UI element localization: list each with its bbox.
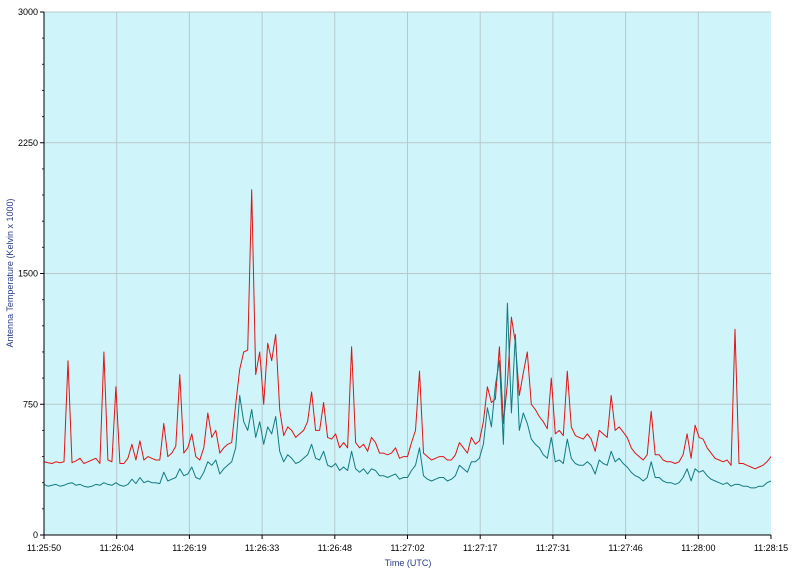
- y-tick-labels: 0 750 1500 2250 3000: [18, 7, 38, 540]
- x-tick-label: 11:27:46: [608, 543, 642, 553]
- y-tick-label: 2250: [18, 138, 38, 148]
- x-tick-label: 11:27:17: [463, 543, 497, 553]
- x-tick-label: 11:27:31: [536, 543, 570, 553]
- series-line-1: [43, 189, 772, 470]
- series-line-2: [43, 302, 772, 489]
- x-tick-label: 11:26:19: [172, 543, 206, 553]
- x-tick-label: 11:28:15: [754, 543, 788, 553]
- y-tick-label: 1500: [18, 269, 38, 279]
- series-lines: [43, 189, 772, 489]
- x-tick-label: 11:25:50: [27, 543, 61, 553]
- x-tick-label: 11:26:04: [100, 543, 134, 553]
- x-tick-labels: 11:25:50 11:26:04 11:26:19 11:26:33 11:26:48…: [27, 543, 788, 553]
- y-axis-label: Antenna Temperature (Kelvin x 1000): [5, 199, 15, 348]
- x-axis-label: Time (UTC): [385, 558, 432, 568]
- y-tick-label: 3000: [18, 7, 38, 17]
- x-tick-label: 11:27:02: [390, 543, 424, 553]
- x-tick-label: 11:28:00: [681, 543, 715, 553]
- axes: [40, 11, 772, 539]
- x-tick-label: 11:26:33: [245, 543, 279, 553]
- x-tick-label: 11:26:48: [318, 543, 352, 553]
- y-tick-label: 0: [33, 530, 38, 540]
- y-tick-label: 750: [23, 399, 38, 409]
